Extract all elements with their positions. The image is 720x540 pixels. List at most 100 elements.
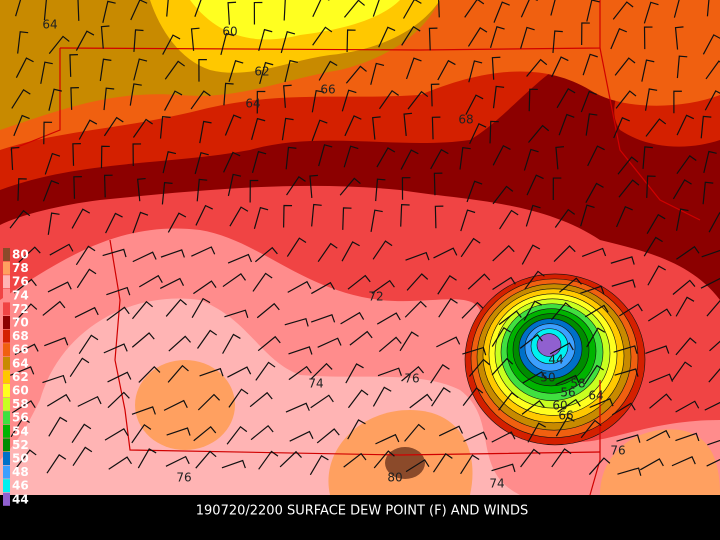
contour-label: 64 — [245, 97, 260, 111]
wind-barb — [582, 53, 598, 76]
wind-barb — [430, 364, 450, 384]
wind-barb — [581, 22, 590, 46]
state-border — [59, 0, 601, 51]
wind-barb — [468, 358, 491, 377]
wind-barb — [40, 61, 53, 84]
wind-barb — [401, 365, 425, 382]
wind-barb — [78, 119, 98, 140]
wind-barb — [491, 463, 516, 473]
wind-barb — [520, 26, 535, 49]
wind-barb — [706, 458, 720, 467]
wind-barb — [639, 458, 664, 471]
wind-barb — [227, 173, 242, 197]
wind-barb — [526, 58, 548, 77]
wind-barb — [10, 366, 35, 376]
wind-barb — [281, 117, 294, 141]
wind-barb — [343, 145, 359, 168]
contour-label: 76 — [176, 471, 191, 485]
wind-barb — [377, 367, 402, 377]
wind-barb — [706, 0, 710, 17]
wind-barb — [318, 60, 338, 81]
wind-barb — [430, 83, 440, 107]
legend-swatch — [3, 492, 10, 506]
wind-barb — [249, 179, 259, 203]
wind-barb — [468, 60, 483, 83]
wind-barb — [555, 416, 575, 437]
wind-barb — [131, 406, 156, 415]
wind-barb — [341, 241, 360, 262]
wind-barb — [42, 374, 67, 384]
wind-barb — [433, 172, 443, 196]
wind-barb — [99, 58, 112, 82]
wind-barb — [523, 300, 543, 321]
wind-barb — [676, 154, 697, 175]
wind-barb — [48, 88, 62, 111]
wind-barb — [409, 393, 433, 409]
wind-barb — [15, 57, 34, 78]
contour-label: 60 — [552, 399, 567, 413]
wind-barb — [311, 281, 335, 295]
wind-barb — [520, 0, 538, 18]
wind-barb — [498, 391, 519, 411]
wind-barb — [617, 467, 642, 476]
wind-barb — [345, 363, 364, 384]
wind-barb — [199, 120, 212, 144]
wind-barb — [317, 242, 338, 263]
wind-barb — [249, 391, 273, 408]
wind-barb — [462, 346, 487, 356]
wind-barb — [138, 274, 163, 288]
wind-barb — [258, 450, 279, 470]
wind-barb — [580, 90, 597, 113]
wind-barb — [257, 335, 281, 352]
contour-label: 62 — [254, 65, 269, 79]
wind-barb — [162, 34, 181, 55]
wind-barb — [643, 1, 659, 24]
wind-barb — [132, 118, 153, 138]
wind-barb — [552, 30, 563, 53]
wind-barb — [194, 0, 202, 17]
wind-barb — [675, 208, 689, 231]
wind-barb — [615, 90, 637, 109]
wind-barb — [460, 209, 476, 232]
wind-barb — [167, 364, 189, 383]
wind-barb — [642, 146, 653, 169]
contour-label: 80 — [387, 471, 402, 485]
wind-barb — [646, 175, 656, 198]
wind-barb — [527, 422, 547, 443]
wind-barb — [288, 365, 312, 381]
wind-barb — [17, 178, 27, 201]
wind-barb — [378, 26, 396, 48]
wind-barb — [132, 251, 157, 263]
wind-barb — [404, 300, 427, 318]
contour-label: 44 — [548, 353, 563, 367]
wind-barb — [191, 246, 216, 257]
wind-barb — [198, 58, 207, 82]
wind-barb — [438, 298, 458, 318]
wind-barb — [163, 399, 188, 411]
contour-label: 64 — [42, 18, 57, 32]
wind-barb — [554, 208, 576, 228]
wind-barb — [47, 281, 72, 293]
wind-barb — [286, 237, 307, 257]
wind-barb — [704, 90, 720, 111]
wind-barb — [522, 371, 547, 384]
wind-barb — [71, 423, 92, 444]
wind-barb — [161, 181, 173, 205]
wind-barb — [676, 55, 688, 79]
wind-barb — [100, 25, 110, 49]
wind-barb — [223, 82, 234, 106]
wind-barb — [340, 311, 365, 325]
wind-barb — [375, 433, 400, 445]
wind-barb — [611, 279, 636, 288]
wind-barb — [526, 174, 544, 196]
wind-barb — [492, 185, 514, 205]
wind-barb — [103, 87, 115, 111]
wind-barb — [255, 361, 276, 381]
contour-label: 74 — [308, 377, 323, 391]
wind-barb — [78, 334, 99, 355]
wind-barb — [310, 394, 334, 409]
wind-barb — [44, 152, 61, 175]
wind-barb — [312, 0, 330, 17]
